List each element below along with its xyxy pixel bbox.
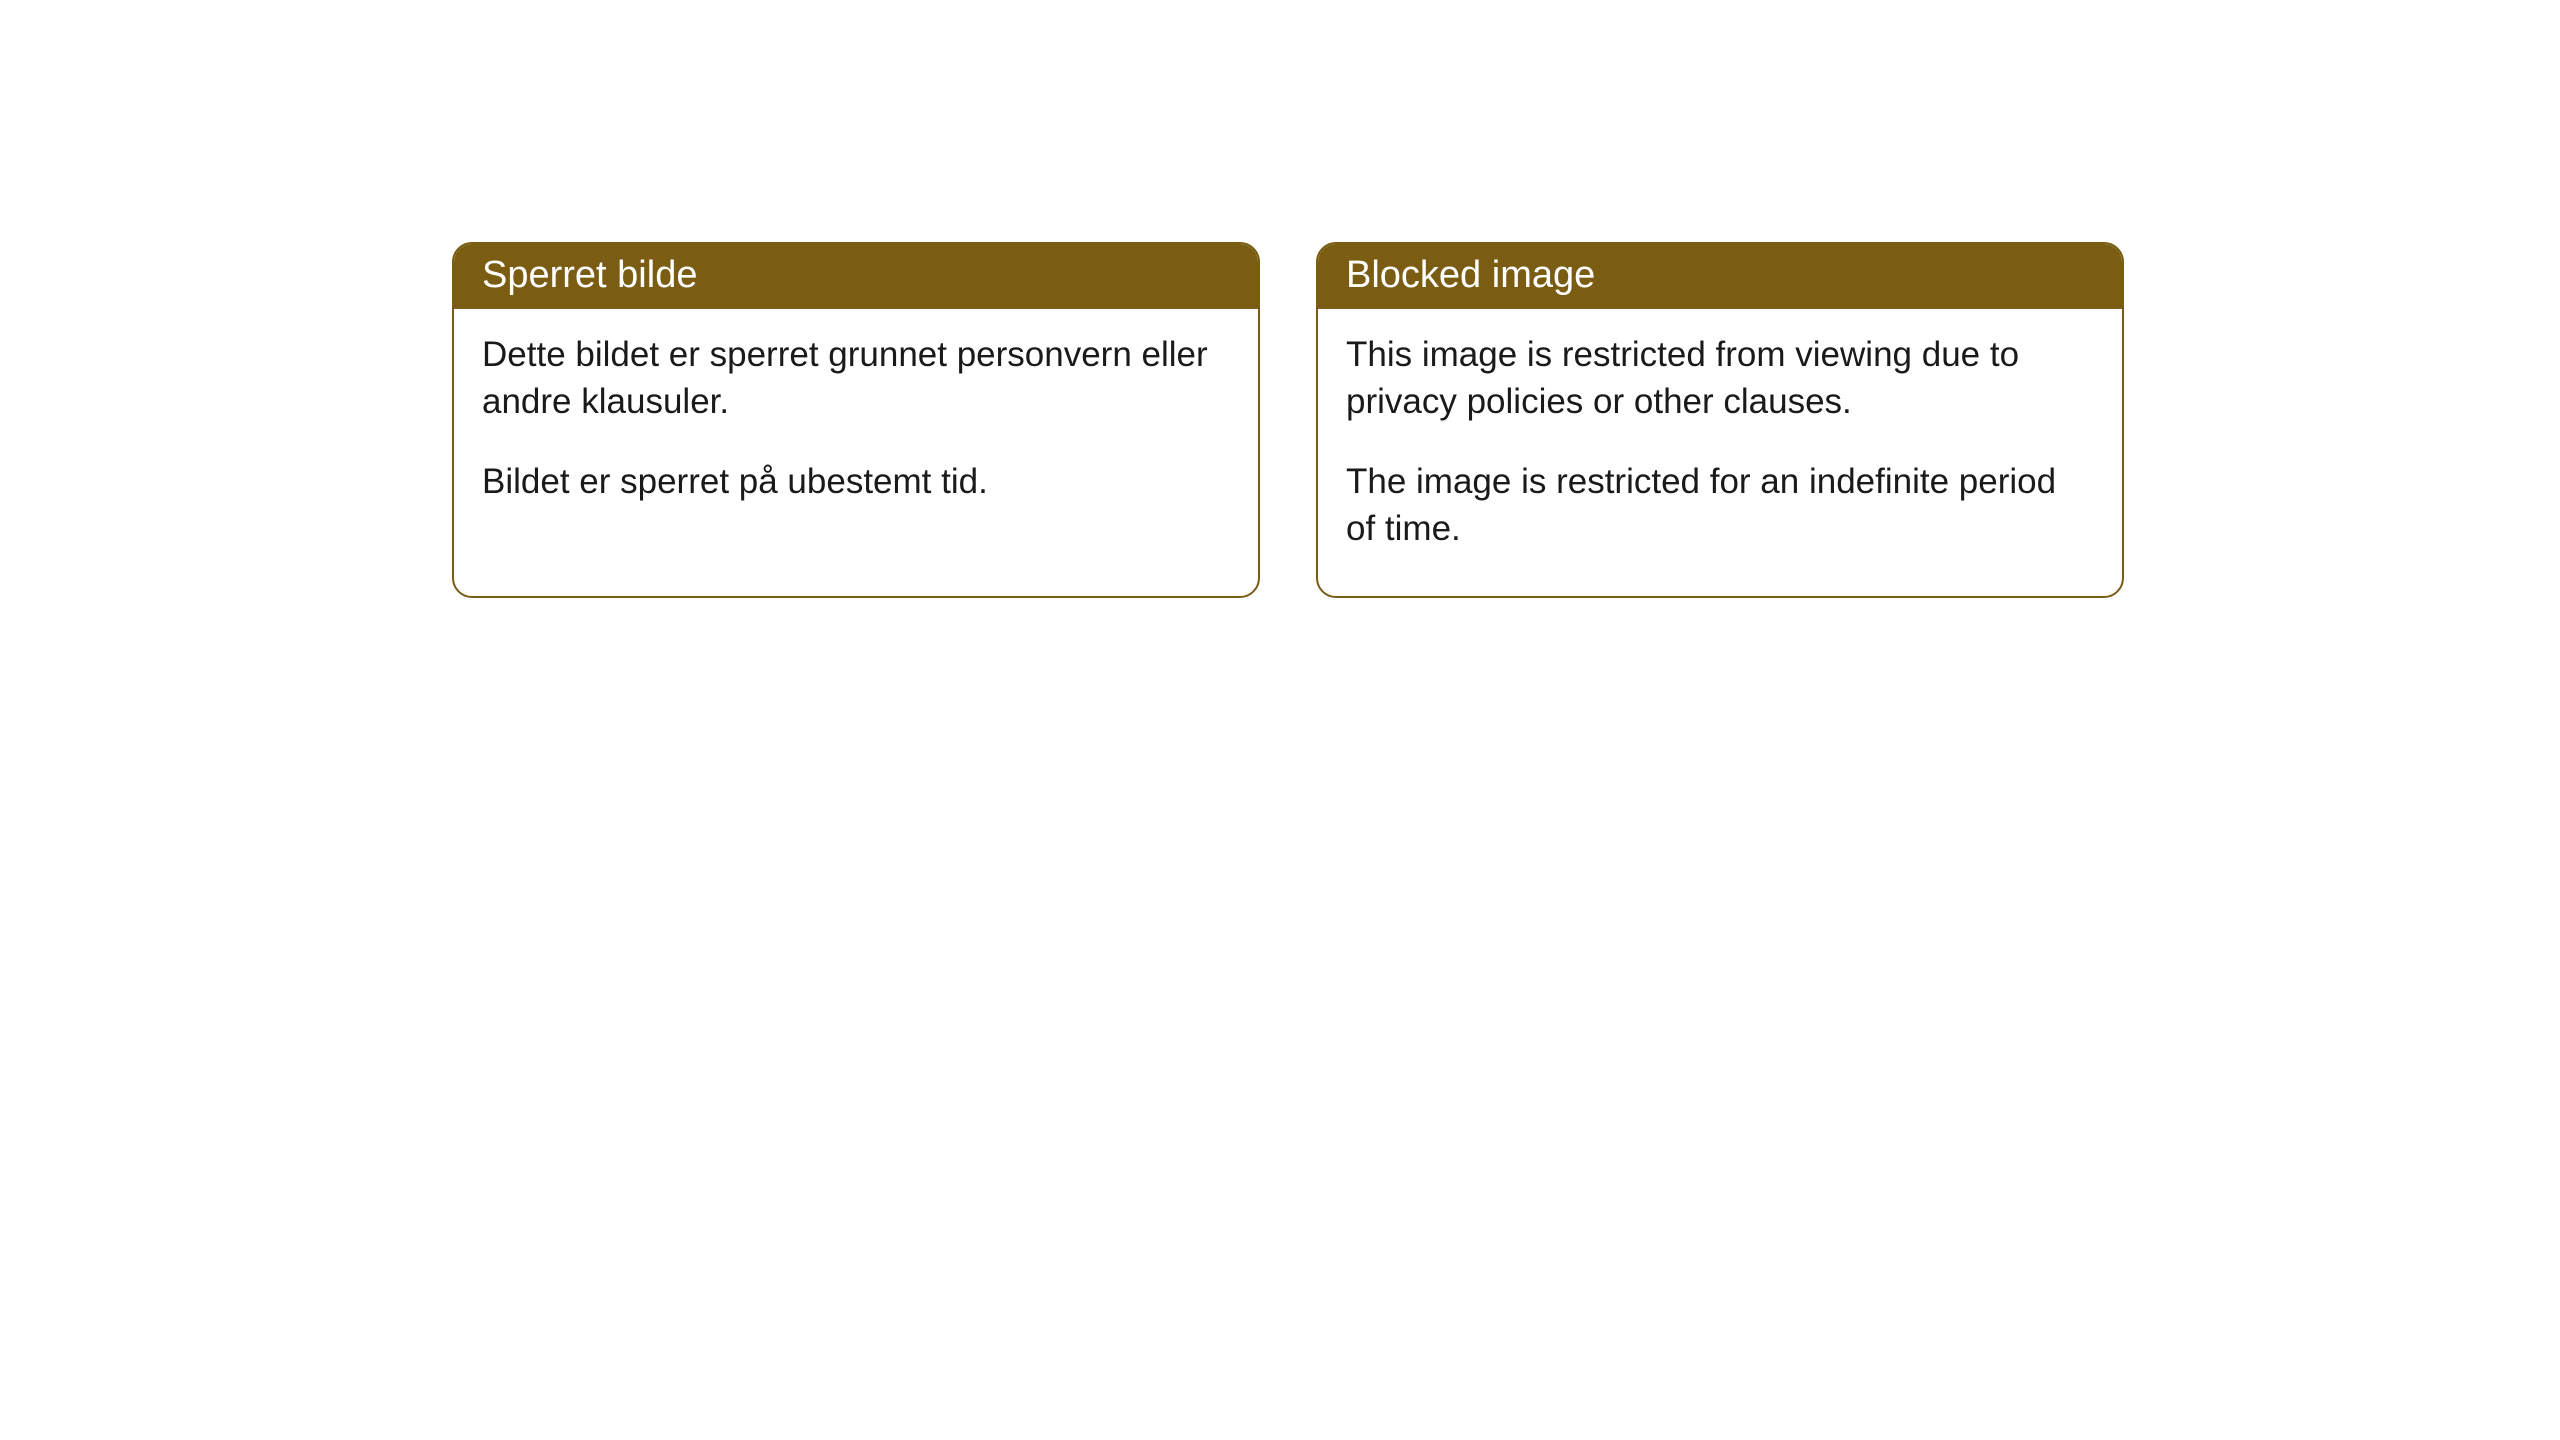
notice-header: Sperret bilde (454, 244, 1258, 309)
notice-container: Sperret bilde Dette bildet er sperret gr… (0, 0, 2560, 598)
notice-paragraph: Bildet er sperret på ubestemt tid. (482, 458, 1230, 505)
notice-title: Sperret bilde (482, 254, 697, 296)
notice-title: Blocked image (1346, 254, 1595, 296)
notice-body: Dette bildet er sperret grunnet personve… (454, 309, 1258, 549)
notice-body: This image is restricted from viewing du… (1318, 309, 2122, 596)
notice-paragraph: Dette bildet er sperret grunnet personve… (482, 331, 1230, 426)
notice-paragraph: This image is restricted from viewing du… (1346, 331, 2094, 426)
notice-card-english: Blocked image This image is restricted f… (1316, 242, 2124, 598)
notice-card-norwegian: Sperret bilde Dette bildet er sperret gr… (452, 242, 1260, 598)
notice-header: Blocked image (1318, 244, 2122, 309)
notice-paragraph: The image is restricted for an indefinit… (1346, 458, 2094, 553)
